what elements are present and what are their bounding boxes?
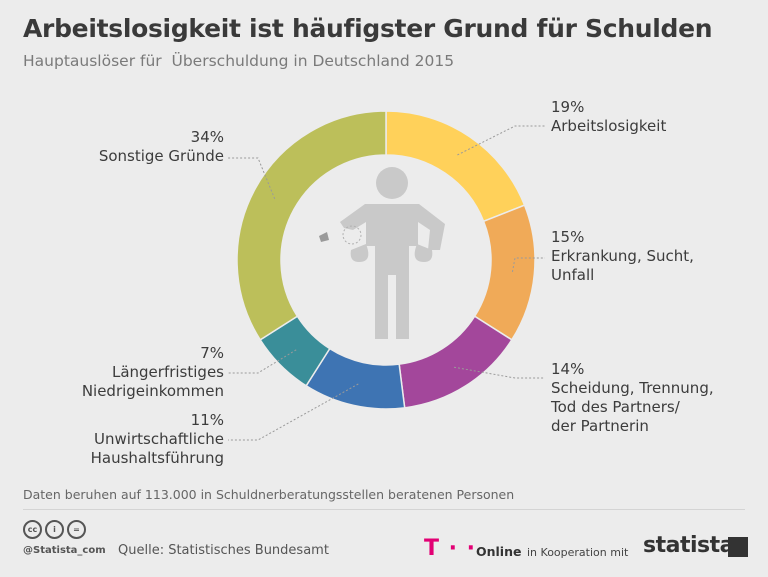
t-online-logo[interactable]: T · · bbox=[424, 536, 477, 561]
creative-commons-icon[interactable]: cc bbox=[23, 520, 42, 539]
label-percent: 7% bbox=[200, 344, 224, 362]
t-online-text[interactable]: Online bbox=[476, 544, 522, 559]
no-derivatives-icon[interactable]: = bbox=[67, 520, 86, 539]
label-percent: 11% bbox=[190, 411, 224, 429]
leader-line-4 bbox=[228, 349, 297, 374]
label-scheidung: 14% Scheidung, Trennung, Tod des Partner… bbox=[551, 360, 714, 436]
label-text: Längerfristiges Niedrigeinkommen bbox=[81, 363, 224, 400]
label-text: Erkrankung, Sucht, Unfall bbox=[551, 247, 694, 284]
license-icons[interactable]: cc i = bbox=[23, 520, 86, 539]
source-text: Quelle: Statistisches Bundesamt bbox=[118, 543, 329, 558]
statista-icon[interactable] bbox=[728, 537, 748, 557]
chart-subtitle: Hauptauslöser für Überschuldung in Deuts… bbox=[23, 52, 455, 70]
cooperation-text: in Kooperation mit bbox=[527, 546, 629, 559]
data-note: Daten beruhen auf 113.000 in Schuldnerbe… bbox=[23, 487, 515, 502]
label-unwirtschaftlich: 11% Unwirtschaftliche Haushaltsführung bbox=[91, 411, 224, 468]
label-text: Scheidung, Trennung, Tod des Partners/ d… bbox=[551, 379, 714, 435]
leader-line-1 bbox=[511, 257, 545, 273]
person-icon bbox=[319, 167, 445, 339]
label-text: Sonstige Gründe bbox=[98, 147, 224, 165]
label-text: Unwirtschaftliche Haushaltsführung bbox=[90, 430, 224, 467]
donut-slice-2 bbox=[398, 315, 513, 409]
leader-line-2 bbox=[453, 366, 545, 379]
leader-line-0 bbox=[457, 125, 545, 156]
footer-divider bbox=[23, 509, 745, 510]
label-percent: 19% bbox=[551, 98, 585, 116]
label-erkrankung: 15% Erkrankung, Sucht, Unfall bbox=[551, 228, 694, 285]
label-percent: 14% bbox=[551, 360, 585, 378]
label-percent: 34% bbox=[190, 128, 224, 146]
label-arbeitslosigkeit: 19% Arbeitslosigkeit bbox=[551, 98, 666, 136]
leader-line-5 bbox=[228, 157, 276, 200]
label-niedrigeinkommen: 7% Längerfristiges Niedrigeinkommen bbox=[82, 344, 224, 401]
chart-title: Arbeitslosigkeit ist häufigster Grund fü… bbox=[23, 14, 713, 43]
donut-slice-1 bbox=[473, 204, 536, 341]
twitter-handle[interactable]: @Statista_com bbox=[23, 545, 106, 556]
donut-slice-5 bbox=[236, 110, 387, 341]
attribution-icon[interactable]: i bbox=[45, 520, 64, 539]
label-sonstige: 34% Sonstige Gründe bbox=[99, 128, 224, 166]
label-text: Arbeitslosigkeit bbox=[551, 117, 667, 135]
label-percent: 15% bbox=[551, 228, 585, 246]
statista-logo[interactable]: statista bbox=[643, 533, 734, 558]
